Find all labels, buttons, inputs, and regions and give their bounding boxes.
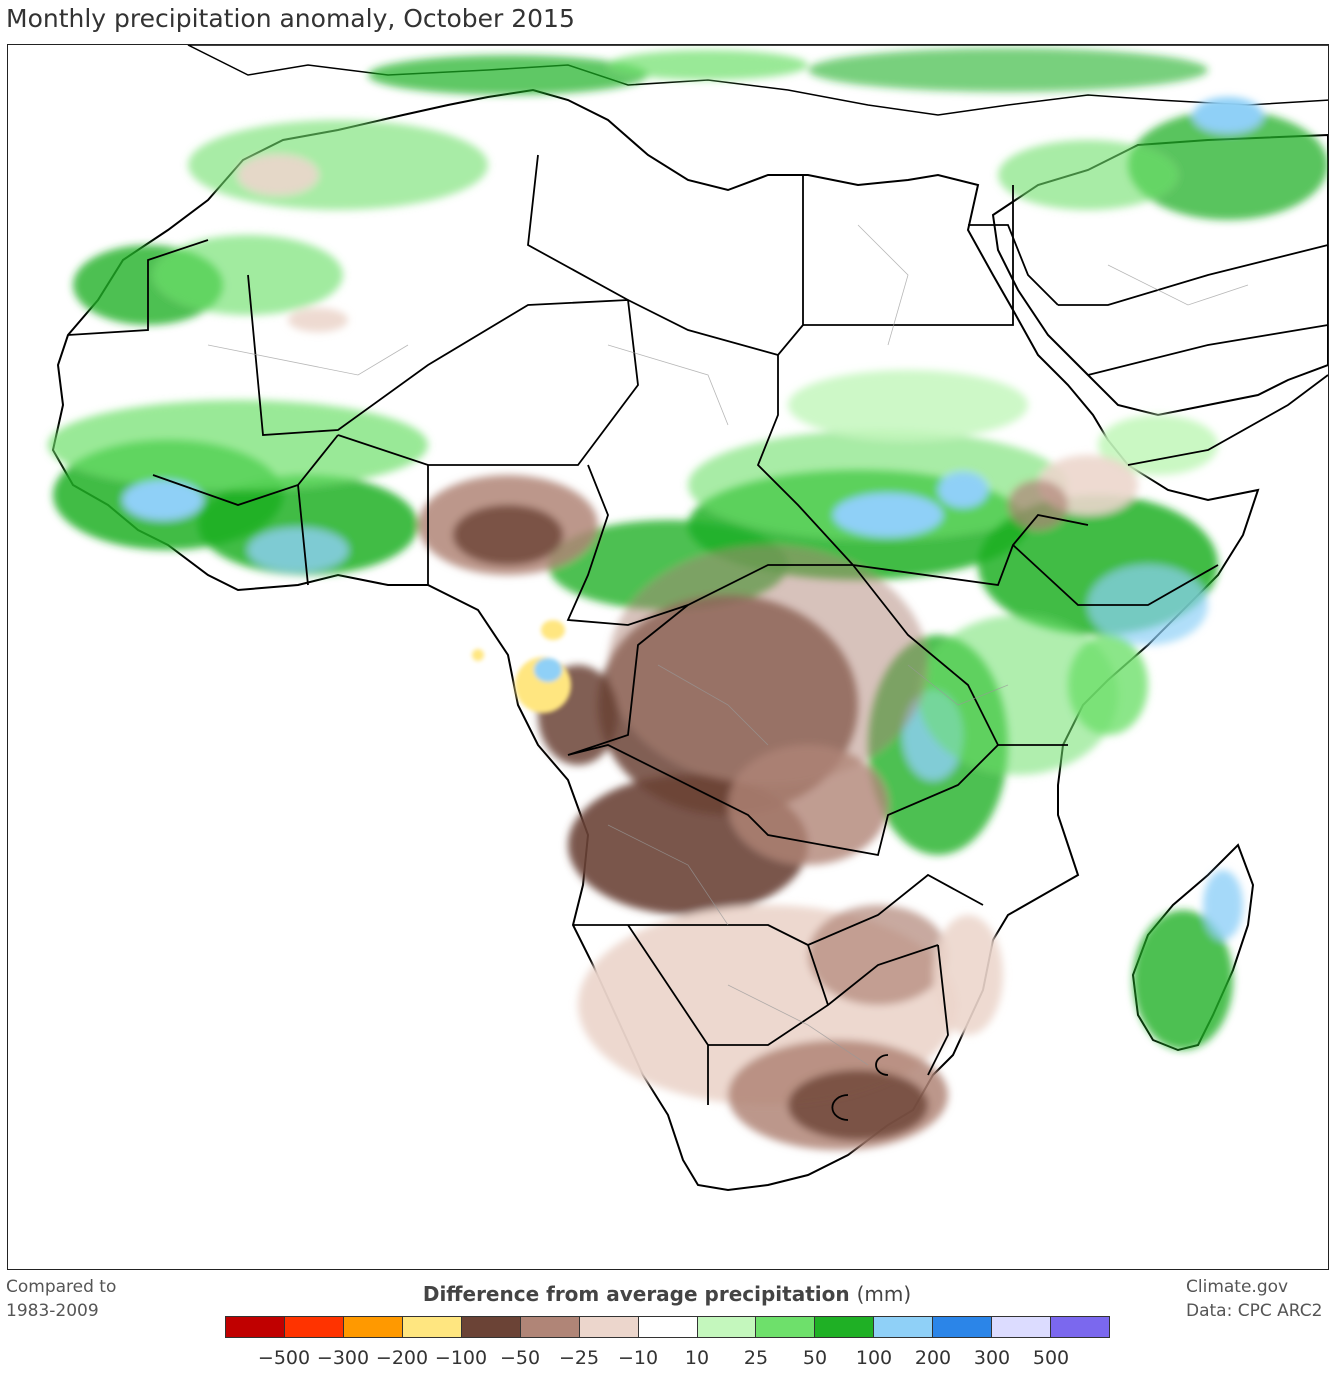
legend-tick-label: 10 — [684, 1347, 710, 1369]
legend-unit: (mm) — [856, 1282, 912, 1306]
legend-tick-label: −25 — [558, 1347, 600, 1369]
legend-tick-label: 100 — [855, 1347, 893, 1369]
legend-color-bar — [225, 1316, 1110, 1338]
legend-tick-label: −300 — [316, 1347, 370, 1369]
country-borders — [67, 154, 1328, 1121]
legend-tick-label: 25 — [743, 1347, 769, 1369]
legend-title-text: Difference from average precipitation — [422, 1282, 850, 1306]
legend-swatch — [1051, 1317, 1110, 1337]
legend-tick-label: 500 — [1032, 1347, 1070, 1369]
legend-swatch — [815, 1317, 875, 1337]
admin-lines — [207, 224, 1249, 1066]
legend-swatch — [520, 1317, 580, 1337]
legend-tick-label: −200 — [375, 1347, 429, 1369]
legend-title: Difference from average precipitation (m… — [0, 1282, 1334, 1306]
legend-tick-label: −10 — [617, 1347, 659, 1369]
legend-swatch — [638, 1317, 698, 1337]
extreme-dry-pockets — [472, 620, 571, 713]
anomaly-zones — [48, 48, 1328, 1150]
legend-swatch — [343, 1317, 403, 1337]
legend-tick-label: 50 — [802, 1347, 828, 1369]
baseline-note-line1: Compared to — [6, 1277, 117, 1297]
map-title: Monthly precipitation anomaly, October 2… — [6, 4, 575, 33]
legend-tick-label: −50 — [499, 1347, 541, 1369]
legend-tick-label: −500 — [257, 1347, 311, 1369]
legend-swatch — [933, 1317, 993, 1337]
legend-swatch — [226, 1317, 285, 1337]
credit-line2: Data: CPC ARC2 — [1186, 1301, 1323, 1321]
credit-note: Climate.gov Data: CPC ARC2 — [1186, 1275, 1322, 1323]
baseline-note: Compared to 1983-2009 — [6, 1275, 116, 1323]
baseline-note-line2: 1983-2009 — [6, 1301, 99, 1321]
legend-swatch — [756, 1317, 816, 1337]
legend-tick-label: 300 — [973, 1347, 1011, 1369]
legend-swatch — [461, 1317, 521, 1337]
legend-swatch — [402, 1317, 462, 1337]
africa-precip-map — [48, 45, 1328, 1192]
legend-swatch — [874, 1317, 934, 1337]
legend-tick-label: −100 — [434, 1347, 488, 1369]
legend-swatch — [992, 1317, 1052, 1337]
legend-swatch — [697, 1317, 757, 1337]
legend-swatch — [579, 1317, 639, 1337]
legend-tick-label: 200 — [914, 1347, 952, 1369]
map-frame[interactable] — [7, 44, 1329, 1270]
legend-swatch — [284, 1317, 344, 1337]
credit-line1: Climate.gov — [1186, 1277, 1289, 1297]
